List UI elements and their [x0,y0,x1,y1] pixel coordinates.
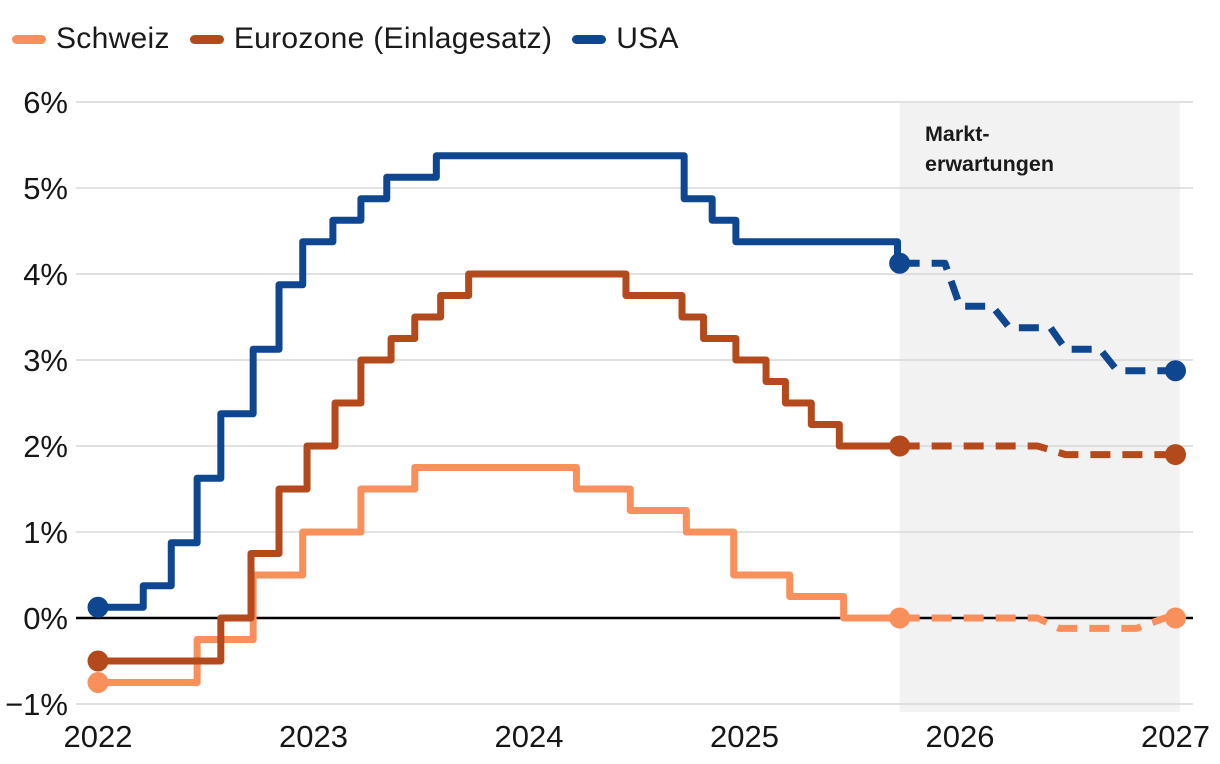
y-tick-label: 2% [23,429,68,464]
x-tick-label: 2025 [710,719,779,754]
series-start-dot-usa [87,596,109,618]
series-end-dot-eurozone [1165,444,1186,466]
series-end-dot-usa [1165,360,1186,382]
legend-item-usa: USA [572,22,679,56]
forecast-annotation-line2: erwartungen [925,152,1054,176]
x-tick-label: 2022 [64,719,133,754]
legend-label-usa: USA [616,22,679,55]
x-axis-labels: 2022 2023 2024 2025 2026 2027 [64,719,1210,754]
legend-swatch-eurozone [189,34,224,44]
legend: Schweiz Eurozone (Einlagesatz) USA [12,22,679,56]
forecast-shading [899,103,1180,712]
series-line-solid-usa [98,152,902,611]
legend-swatch-usa [572,34,607,44]
series-start-dot-eurozone [87,650,109,672]
legend-label-schweiz: Schweiz [56,22,170,55]
gridlines: 6% 5% 4% 3% 2% 1% 0% −1% [5,85,1193,722]
series-current-dot-usa [889,252,911,274]
series-current-dot-eurozone [889,435,911,457]
y-tick-label: 5% [23,171,68,206]
forecast-annotation-line1: Markt- [925,122,990,146]
legend-label-eurozone: Eurozone (Einlagesatz) [233,22,553,55]
y-tick-label: −1% [5,687,68,722]
series-current-dot-schweiz [889,607,911,629]
forecast-shading-region [899,103,1180,712]
x-tick-label: 2023 [279,719,348,754]
y-tick-label: 4% [23,257,68,292]
series-line-forecast-usa [899,259,1176,375]
legend-item-schweiz: Schweiz [12,22,170,56]
x-tick-label: 2024 [495,719,564,754]
y-tick-label: 1% [23,515,68,550]
legend-swatch-schweiz [12,34,46,44]
y-tick-label: 0% [23,601,68,636]
series-line-forecast-eurozone [899,442,1176,459]
series-line-solid-eurozone [98,270,900,665]
y-tick-label: 6% [23,85,68,120]
y-tick-label: 3% [23,343,68,378]
x-tick-label: 2026 [926,719,995,754]
series-start-dot-schweiz [87,672,109,693]
series-lines [87,152,1186,693]
series-end-dot-schweiz [1165,607,1186,629]
legend-item-eurozone: Eurozone (Einlagesatz) [189,22,553,56]
x-tick-label: 2027 [1141,719,1210,754]
